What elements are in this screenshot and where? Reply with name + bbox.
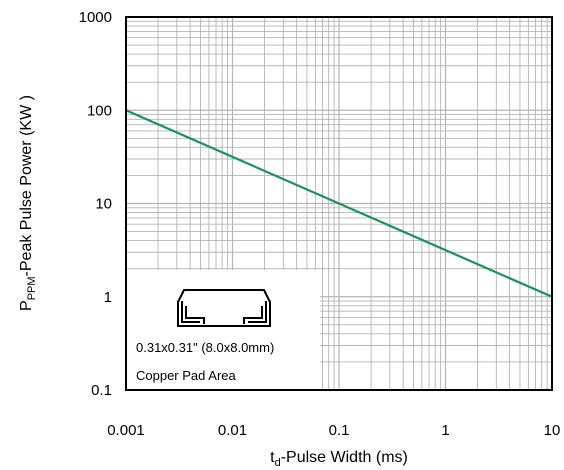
y-axis-title: PPPM-Peak Pulse Power (KW ) — [18, 95, 38, 311]
x-tick-label: 0.1 — [329, 422, 350, 439]
x-tick-label: 0.001 — [107, 422, 145, 439]
y-tick-label: 100 — [87, 102, 112, 119]
package-icon — [177, 289, 271, 327]
series-layer — [125, 109, 553, 298]
series-line-0 — [125, 109, 553, 298]
tick-labels: 0.001 0.01 0.1 1 10 0.1 1 10 100 1000 — [79, 9, 561, 439]
x-tick-label: 1 — [441, 422, 449, 439]
y-tick-label: 1 — [104, 289, 112, 306]
y-tick-label: 0.1 — [91, 382, 112, 399]
inset-pad-area-label: Copper Pad Area — [136, 368, 237, 383]
y-tick-label: 1000 — [79, 9, 112, 26]
x-tick-label: 10 — [544, 422, 561, 439]
plot-frame — [125, 16, 553, 391]
x-tick-label: 0.01 — [218, 422, 247, 439]
y-tick-label: 10 — [95, 196, 112, 213]
inset-pad-size: 0.31x0.31" (8.0x8.0mm) — [136, 340, 274, 355]
x-axis-title: td-Pulse Width (ms) — [270, 449, 408, 469]
inset-package-legend: 0.31x0.31" (8.0x8.0mm) Copper Pad Area — [126, 270, 320, 390]
